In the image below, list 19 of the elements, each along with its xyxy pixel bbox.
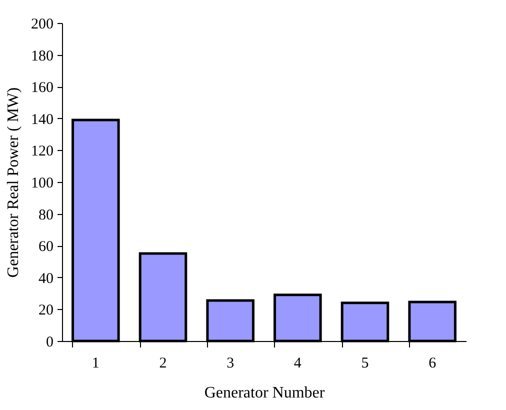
x-tick-label: 4 xyxy=(294,356,302,372)
x-tick-label: 5 xyxy=(361,356,369,372)
y-axis-title: Generator Real Power ( MW) xyxy=(5,87,22,278)
x-tick-label: 6 xyxy=(428,356,437,372)
y-tick-label: 80 xyxy=(38,207,54,224)
y-tick-label: 160 xyxy=(31,80,54,96)
y-tick-label: 180 xyxy=(31,48,54,64)
x-tick-label: 1 xyxy=(92,356,100,372)
y-tick-label: 200 xyxy=(31,16,54,32)
y-tick-label: 60 xyxy=(38,239,54,256)
x-tick-label: 2 xyxy=(159,356,167,372)
y-tick-label: 20 xyxy=(38,302,54,319)
y-tick-label: 40 xyxy=(38,270,54,287)
y-tick-label: 0 xyxy=(46,334,54,350)
x-tick-label: 3 xyxy=(226,356,234,372)
y-tick-label: 120 xyxy=(31,144,54,160)
y-tick-label: 100 xyxy=(31,176,54,192)
y-tick-label: 140 xyxy=(31,112,54,128)
x-axis-title: Generator Number xyxy=(204,384,326,402)
